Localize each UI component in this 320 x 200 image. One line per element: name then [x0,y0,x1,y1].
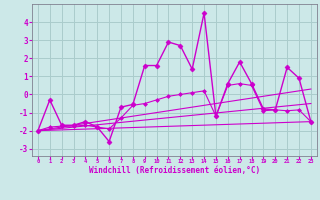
X-axis label: Windchill (Refroidissement éolien,°C): Windchill (Refroidissement éolien,°C) [89,166,260,175]
